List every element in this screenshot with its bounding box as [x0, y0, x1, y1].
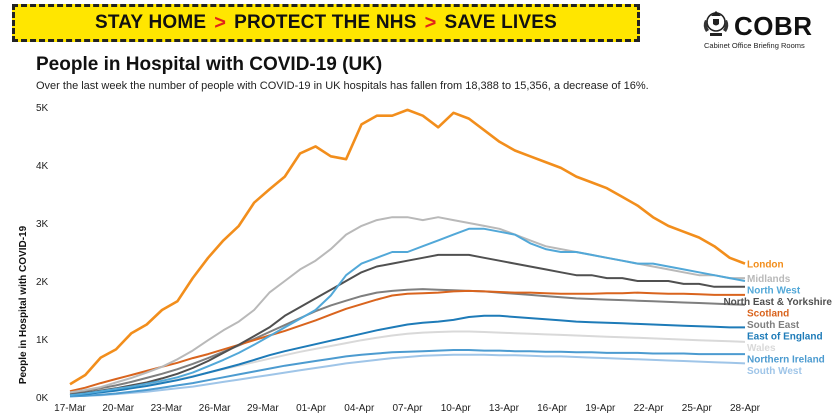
series-label-south-east: South East	[747, 320, 800, 331]
series-line-scotland	[69, 289, 745, 393]
series-line-northern-ireland	[69, 349, 745, 398]
series-label-north-west: North West	[747, 286, 801, 297]
x-tick-label: 13-Apr	[489, 403, 520, 413]
x-tick-label: 04-Apr	[344, 403, 375, 413]
series-label-northern-ireland: Northern Ireland	[747, 355, 825, 366]
series-label-north-east-yorkshire: North East & Yorkshire	[723, 297, 832, 308]
cobr-logo: COBR Cabinet Office Briefing Rooms	[702, 8, 830, 52]
x-tick-label: 29-Mar	[247, 403, 279, 413]
series-line-london	[69, 108, 746, 386]
y-tick-label: 4K	[36, 161, 49, 172]
x-tick-label: 07-Apr	[392, 403, 423, 413]
series-label-scotland: Scotland	[747, 309, 789, 320]
banner-protect-nhs: PROTECT THE NHS	[234, 12, 417, 33]
y-tick-label: 2K	[36, 277, 49, 288]
banner-save-lives: SAVE LIVES	[444, 12, 557, 33]
series-line-south-west	[69, 353, 746, 398]
logo-name: COBR	[734, 11, 813, 41]
series-label-midlands: Midlands	[747, 274, 791, 285]
series-label-east-of-england: East of England	[747, 332, 823, 343]
royal-crest-icon	[703, 11, 729, 36]
banner-stay-home: STAY HOME	[94, 12, 207, 33]
x-tick-label: 25-Apr	[682, 403, 713, 413]
y-tick-label: 0K	[36, 393, 49, 404]
series-line-north-east-yorkshire	[69, 253, 745, 396]
series-label-south-west: South West	[747, 366, 802, 377]
x-tick-label: 28-Apr	[730, 403, 761, 413]
series-label-wales: Wales	[747, 343, 776, 354]
stay-home-banner: STAY HOME > PROTECT THE NHS > SAVE LIVES	[12, 4, 640, 42]
page-title: People in Hospital with COVID-19 (UK)	[36, 54, 383, 75]
x-tick-label: 20-Mar	[102, 403, 134, 413]
page-subtitle: Over the last week the number of people …	[36, 80, 649, 92]
x-tick-label: 26-Mar	[199, 403, 231, 413]
y-axis-label: People in Hospital with COVID-19	[18, 225, 29, 384]
x-tick-label: 17-Mar	[54, 403, 86, 413]
banner-arrow-1: >	[214, 11, 227, 34]
y-tick-label: 1K	[36, 335, 49, 346]
x-tick-label: 19-Apr	[585, 403, 616, 413]
series-line-east-of-england	[69, 314, 745, 397]
hospital-line-chart: People in Hospital with COVID-19 0K 1K 2K 3…	[18, 103, 832, 413]
series-line-south-east	[69, 288, 746, 395]
series-line-north-west	[69, 227, 746, 397]
banner-arrow-2: >	[424, 11, 437, 34]
x-tick-label: 22-Apr	[634, 403, 665, 413]
x-tick-label: 01-Apr	[296, 403, 327, 413]
x-tick-label: 23-Mar	[151, 403, 183, 413]
series-label-london: London	[747, 260, 784, 271]
y-tick-label: 3K	[36, 219, 49, 230]
x-tick-label: 16-Apr	[537, 403, 568, 413]
x-tick-label: 10-Apr	[441, 403, 472, 413]
y-tick-label: 5K	[36, 103, 49, 114]
logo-subtitle: Cabinet Office Briefing Rooms	[704, 41, 805, 50]
